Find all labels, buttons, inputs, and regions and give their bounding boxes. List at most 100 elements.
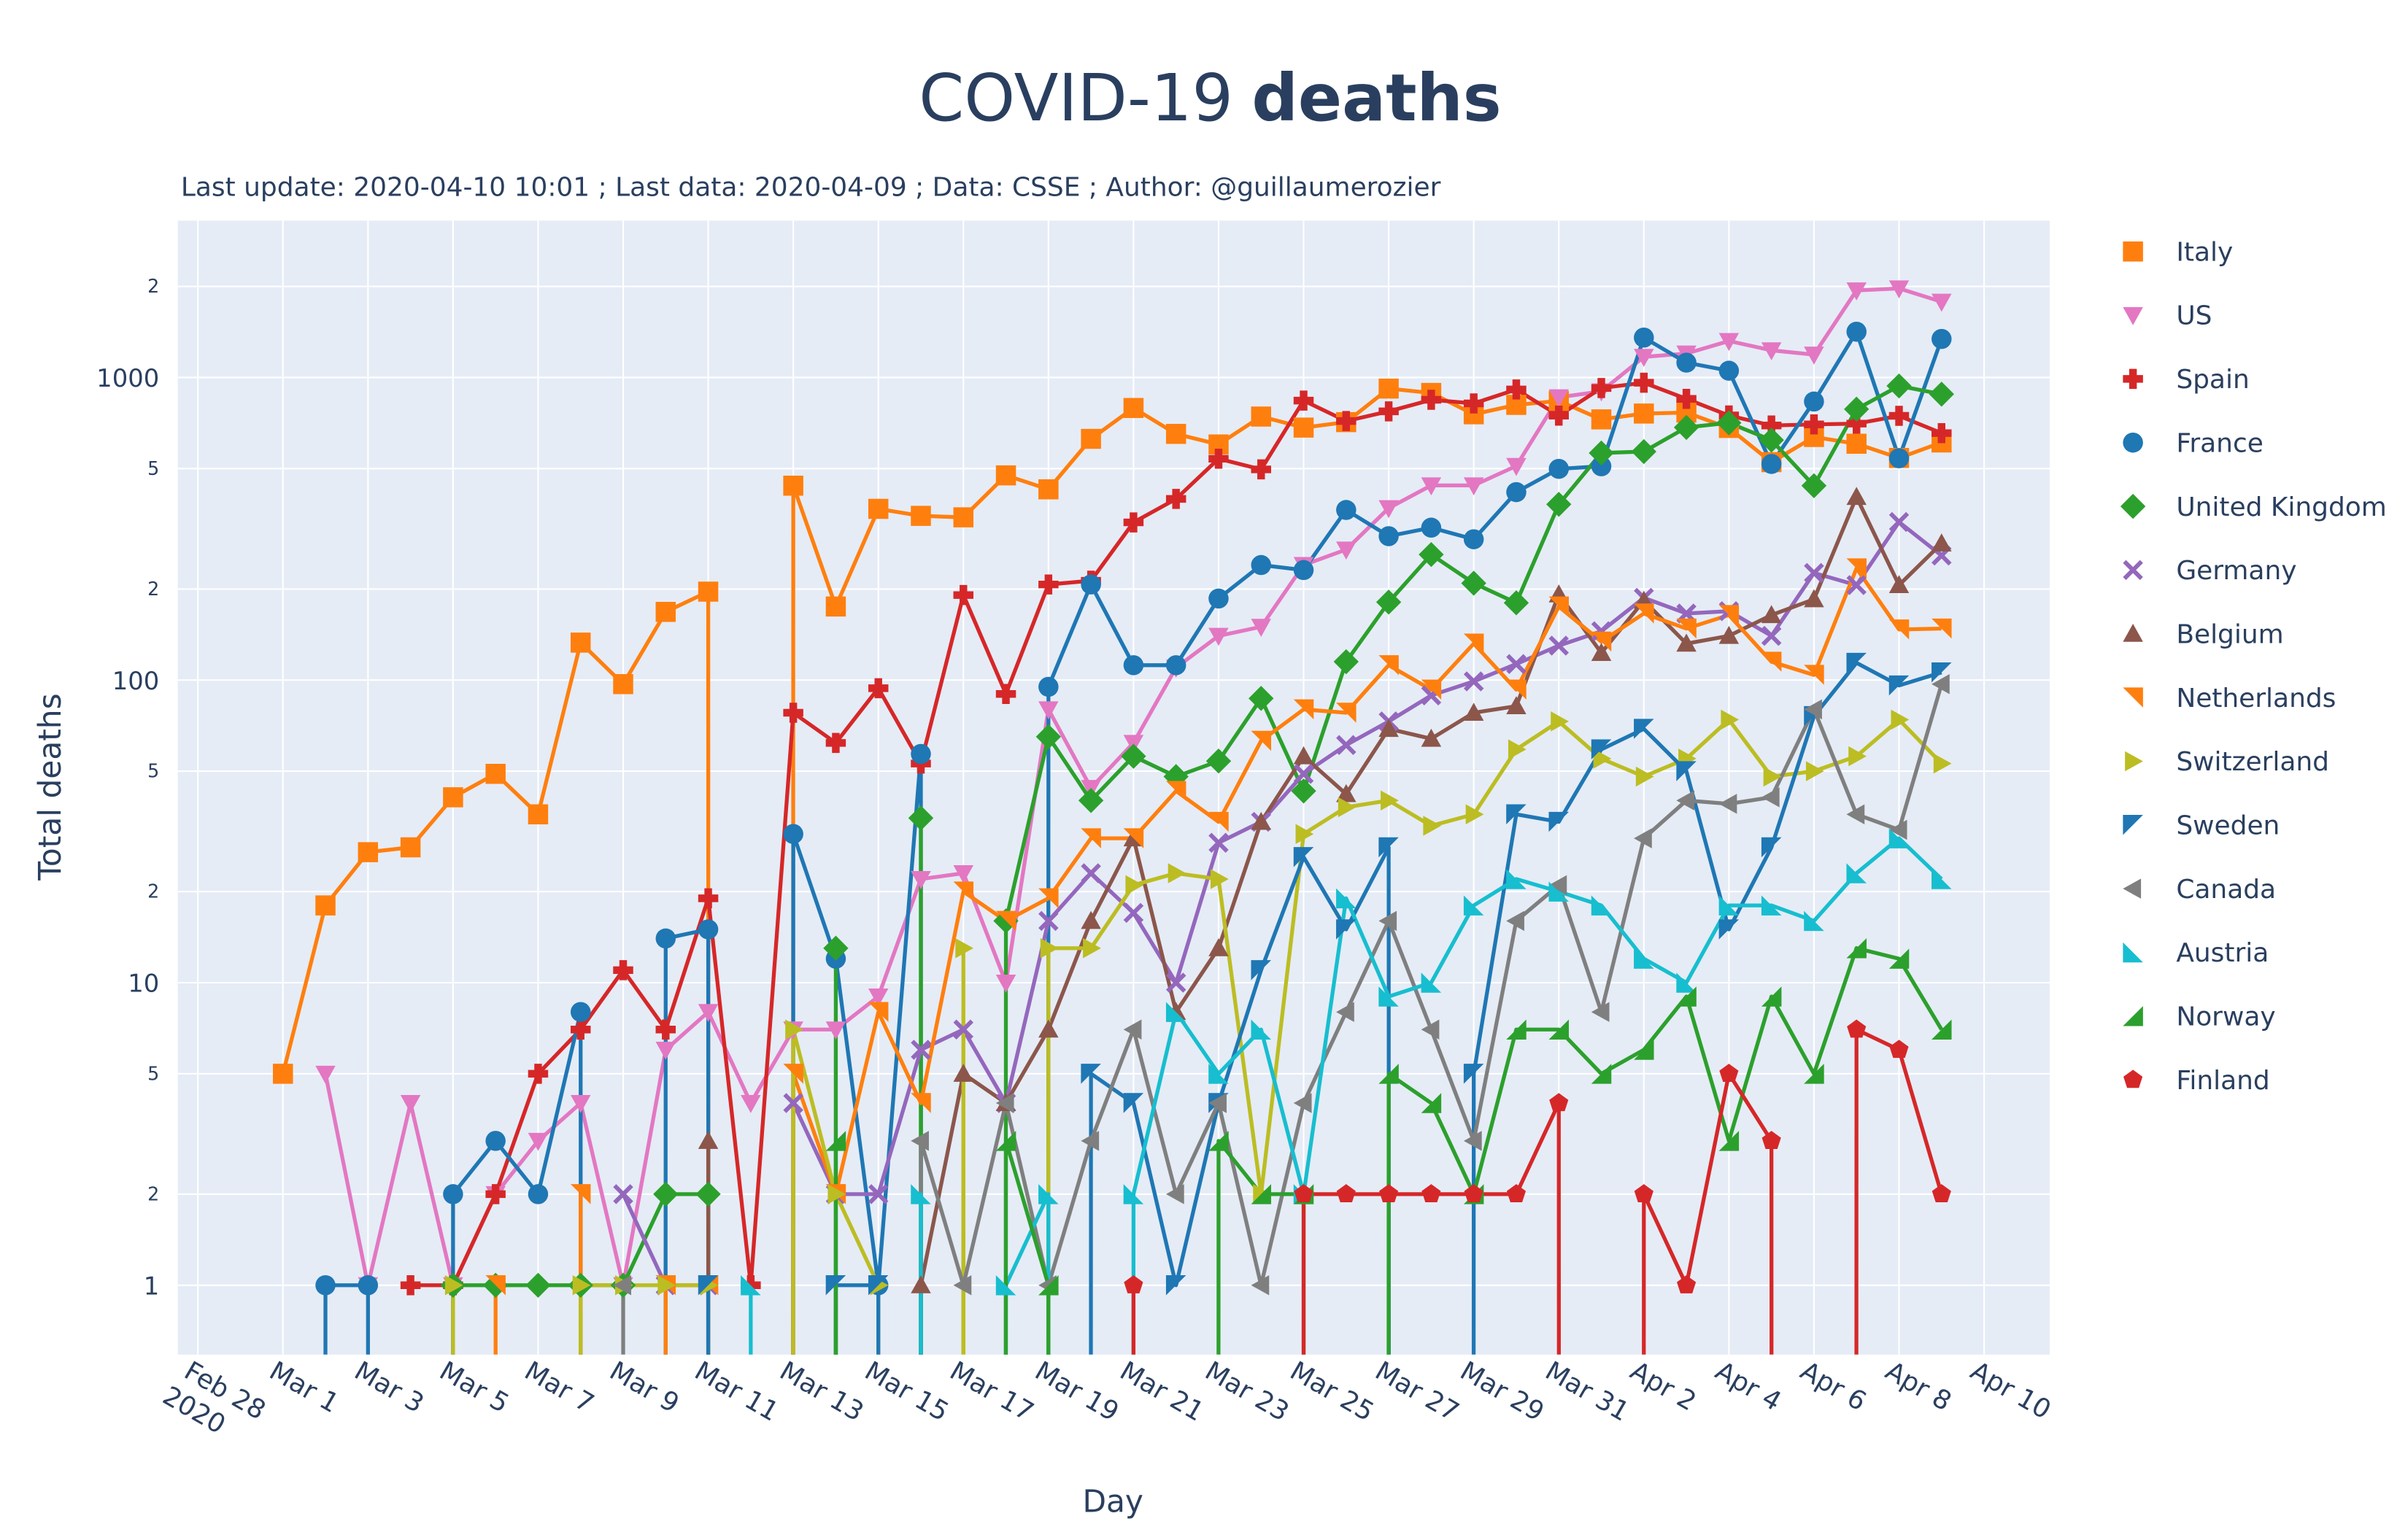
marker: [1676, 603, 1697, 624]
x-tick-text: Apr 6: [1795, 1356, 1871, 1417]
legend-label: Italy: [2176, 237, 2233, 267]
marker: [1038, 1019, 1059, 1038]
marker: [1591, 456, 1612, 476]
marker: [995, 910, 1016, 932]
marker: [655, 1042, 676, 1060]
marker: [783, 476, 803, 496]
x-tick-text: Mar 25: [1285, 1356, 1379, 1428]
marker: [911, 1040, 931, 1060]
marker: [1333, 649, 1359, 675]
marker: [1932, 293, 1952, 312]
marker: [825, 596, 846, 617]
marker: [1378, 1064, 1399, 1084]
x-tick-label: Mar 21: [1115, 1356, 1209, 1428]
marker: [655, 602, 676, 622]
x-tick-text: Mar 27: [1370, 1356, 1464, 1428]
marker: [1336, 541, 1357, 560]
marker: [1463, 1064, 1484, 1084]
legend-item: Switzerland: [2125, 747, 2329, 777]
marker: [1846, 321, 1867, 342]
marker: [1548, 875, 1567, 896]
marker: [1251, 1184, 1271, 1204]
x-tick-label: Mar 29: [1455, 1356, 1549, 1428]
marker: [1932, 1184, 1951, 1203]
marker: [1208, 1093, 1229, 1113]
marker: [1804, 562, 1824, 584]
marker: [995, 1275, 1016, 1296]
marker: [1208, 1131, 1229, 1151]
marker: [1463, 529, 1484, 549]
marker: [911, 506, 931, 526]
marker: [1038, 574, 1059, 595]
x-tick-text: Apr 2: [1625, 1356, 1701, 1417]
legend-item: Finland: [2123, 1066, 2270, 1096]
marker: [1081, 1131, 1100, 1151]
marker: [1761, 787, 1780, 808]
x-tick-label: Apr 6: [1795, 1356, 1871, 1417]
subtitle: Last update: 2020-04-10 10:01 ; Last dat…: [181, 173, 1441, 203]
marker: [1804, 910, 1824, 932]
marker: [1506, 696, 1527, 714]
marker: [1208, 627, 1229, 646]
marker: [1718, 919, 1740, 940]
marker: [1932, 673, 1950, 695]
marker: [911, 1275, 931, 1293]
x-tick-text: Mar 17: [945, 1356, 1039, 1428]
y-tick-label: 100: [112, 667, 160, 695]
marker: [1763, 766, 1782, 787]
legend-item: US: [2123, 301, 2212, 331]
legend-item: Sweden: [2123, 811, 2280, 840]
marker: [1676, 790, 1695, 811]
marker: [1083, 937, 1101, 959]
marker: [1506, 869, 1527, 889]
marker: [1933, 753, 1952, 774]
marker: [1336, 919, 1357, 940]
x-tick-label: Mar 9: [604, 1356, 684, 1420]
marker: [825, 1275, 846, 1296]
legend-label: Belgium: [2176, 619, 2283, 649]
marker: [485, 1275, 506, 1296]
marker: [1208, 588, 1229, 609]
marker: [1123, 512, 1144, 533]
marker: [1591, 378, 1612, 398]
marker: [911, 1093, 931, 1113]
marker: [953, 1275, 972, 1296]
marker: [1593, 748, 1612, 769]
marker: [613, 960, 633, 980]
marker: [400, 1275, 421, 1296]
marker: [570, 1184, 591, 1204]
marker: [1463, 671, 1484, 692]
legend-marker: [2123, 368, 2143, 390]
series-line: [833, 946, 1944, 1355]
marker: [570, 1019, 591, 1040]
marker: [1503, 590, 1529, 616]
marker: [443, 1184, 463, 1204]
marker: [1293, 847, 1314, 867]
x-tick-text: Apr 8: [1880, 1356, 1956, 1417]
y-tick-label: 5: [147, 457, 159, 479]
marker: [1761, 415, 1782, 436]
marker: [1038, 1275, 1059, 1296]
marker: [1548, 596, 1569, 617]
marker: [1888, 575, 1910, 594]
marker: [1631, 438, 1656, 465]
x-axis-label: Day: [1082, 1484, 1143, 1520]
marker: [1506, 395, 1527, 415]
y-tick-label: 5: [147, 760, 159, 782]
marker: [1548, 811, 1569, 832]
marker: [1676, 402, 1697, 423]
marker: [1165, 424, 1186, 444]
marker: [1673, 414, 1699, 441]
legend-marker: [2120, 493, 2146, 519]
marker: [1165, 655, 1186, 676]
marker: [1888, 675, 1910, 696]
marker: [1208, 937, 1229, 956]
marker: [1378, 401, 1399, 422]
marker: [953, 881, 974, 902]
marker: [1676, 972, 1697, 993]
legend-label: United Kingdom: [2176, 492, 2386, 522]
marker: [653, 1181, 679, 1207]
marker: [1804, 414, 1824, 435]
marker: [1293, 746, 1314, 765]
x-tick-text: Apr 4: [1710, 1356, 1786, 1417]
